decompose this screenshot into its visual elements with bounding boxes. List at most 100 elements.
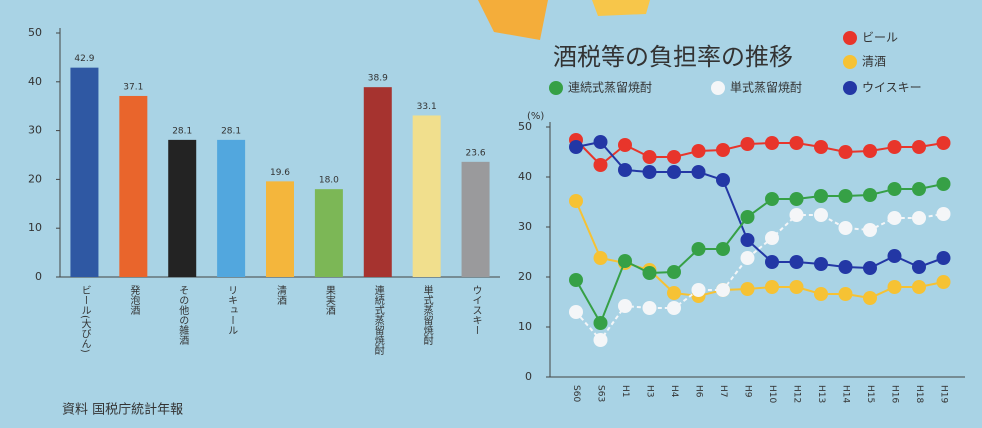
point [765, 231, 779, 245]
point [863, 144, 877, 158]
decoration [478, 0, 548, 40]
point [789, 208, 804, 222]
point [789, 136, 804, 150]
point [912, 260, 926, 274]
x-tick-label: H7 [718, 385, 728, 398]
point [936, 136, 951, 150]
point [863, 291, 877, 305]
series-line [575, 183, 944, 326]
value-label: 37.1 [123, 82, 143, 92]
point [667, 265, 681, 279]
x-tick-label: H9 [743, 385, 753, 398]
point [765, 255, 779, 269]
point [667, 150, 681, 164]
point [593, 251, 608, 265]
y-tick-label: 20 [518, 270, 532, 283]
x-tick-label: S60 [571, 385, 581, 402]
legend-swatch [843, 81, 857, 95]
point [691, 165, 706, 179]
point [887, 211, 902, 225]
point [740, 210, 755, 224]
x-tick-label: H10 [767, 385, 777, 403]
x-tick-label: H15 [865, 385, 875, 403]
point [912, 182, 926, 196]
y-tick-label: 10 [28, 221, 42, 234]
point [887, 140, 902, 154]
y-tick-label: 10 [518, 320, 532, 333]
point [838, 260, 853, 274]
point [740, 233, 755, 247]
point [740, 282, 755, 296]
x-tick-label: ビール(大びん) [79, 285, 91, 353]
x-tick-label: H14 [841, 385, 851, 403]
point [716, 143, 730, 157]
point [593, 333, 608, 347]
y-tick-label: 0 [35, 270, 42, 283]
point [667, 301, 681, 315]
x-tick-label: S63 [596, 385, 606, 402]
point [936, 251, 951, 265]
point [642, 301, 657, 315]
point [936, 275, 951, 289]
legend-swatch [549, 81, 563, 95]
point [838, 189, 853, 203]
point [838, 287, 853, 301]
point [716, 173, 730, 187]
series-line [575, 139, 944, 167]
x-tick-label: 果実酒 [323, 285, 335, 316]
x-tick-label: H1 [620, 385, 630, 398]
bar [119, 95, 148, 278]
point [569, 305, 583, 319]
point [569, 194, 583, 208]
point [789, 280, 804, 294]
point [863, 188, 877, 202]
point [814, 287, 828, 301]
y-tick-label: 40 [518, 170, 532, 183]
bar [363, 87, 392, 277]
y-tick-label: 30 [28, 124, 42, 137]
x-tick-label: H4 [669, 385, 679, 398]
y-tick-label: 20 [28, 172, 42, 185]
legend-swatch [711, 81, 725, 95]
value-label: 33.1 [417, 102, 437, 112]
point [765, 192, 779, 206]
y-tick-label: 40 [28, 75, 42, 88]
point [863, 223, 877, 237]
x-tick-label: H13 [816, 385, 826, 403]
point [740, 251, 755, 265]
x-tick-label: その他の雑酒 [177, 285, 189, 346]
point [814, 208, 828, 222]
point [716, 242, 730, 256]
x-tick-label: H19 [939, 385, 949, 403]
value-label: 18.0 [319, 176, 339, 186]
point [618, 299, 632, 313]
point [765, 280, 779, 294]
x-tick-label: リキュール [226, 285, 238, 335]
x-tick-label: ウイスキー [470, 285, 482, 335]
y-tick-label: 50 [28, 26, 42, 39]
legend-label: 清酒 [862, 55, 886, 69]
legend-label: ウイスキー [862, 81, 922, 95]
point [838, 221, 853, 235]
value-label: 42.9 [74, 54, 94, 64]
point [912, 280, 926, 294]
point [691, 242, 706, 256]
x-tick-label: 発泡酒 [128, 284, 140, 316]
point [569, 140, 583, 154]
point [667, 286, 681, 300]
bar [217, 139, 246, 277]
point [912, 140, 926, 154]
value-label: 23.6 [466, 148, 486, 158]
point [838, 145, 853, 159]
x-tick-label: H3 [645, 385, 655, 398]
source-note: 資料 国税庁統計年報 [62, 402, 183, 418]
point [887, 280, 902, 294]
point [814, 140, 828, 154]
point [618, 163, 632, 177]
point [716, 283, 730, 297]
point [642, 150, 657, 164]
point [789, 192, 804, 206]
point [569, 273, 583, 287]
